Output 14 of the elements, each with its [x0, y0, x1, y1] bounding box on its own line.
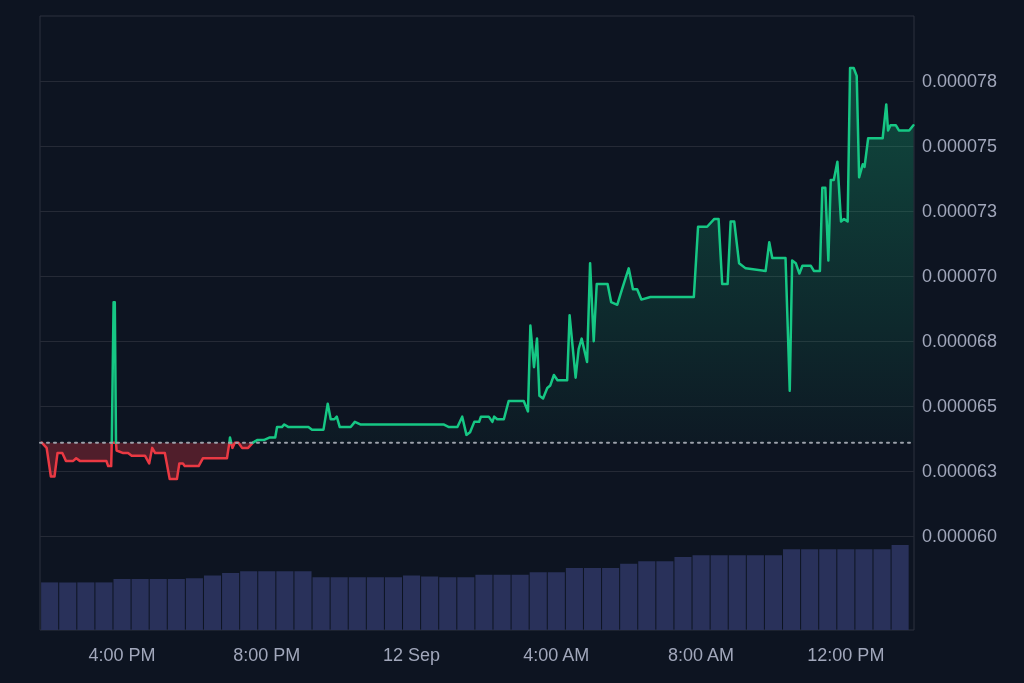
- y-tick-label: 0.000060: [922, 526, 998, 547]
- y-tick-label: 0.000068: [922, 331, 998, 352]
- y-tick-label: 0.000070: [922, 266, 998, 287]
- y-tick-label: 0.000063: [922, 461, 998, 482]
- y-tick-label: 0.000073: [922, 201, 998, 222]
- x-tick-label: 4:00 AM: [523, 645, 590, 665]
- x-tick-label: 12 Sep: [383, 645, 441, 665]
- x-tick-label: 8:00 PM: [233, 645, 301, 665]
- x-tick-label: 8:00 AM: [668, 645, 735, 665]
- y-tick-label: 0.000075: [922, 136, 998, 157]
- y-tick-label: 0.000078: [922, 71, 998, 92]
- x-tick-label: 4:00 PM: [88, 645, 156, 665]
- y-tick-label: 0.000065: [922, 396, 998, 417]
- x-tick-label: 12:00 PM: [807, 645, 885, 665]
